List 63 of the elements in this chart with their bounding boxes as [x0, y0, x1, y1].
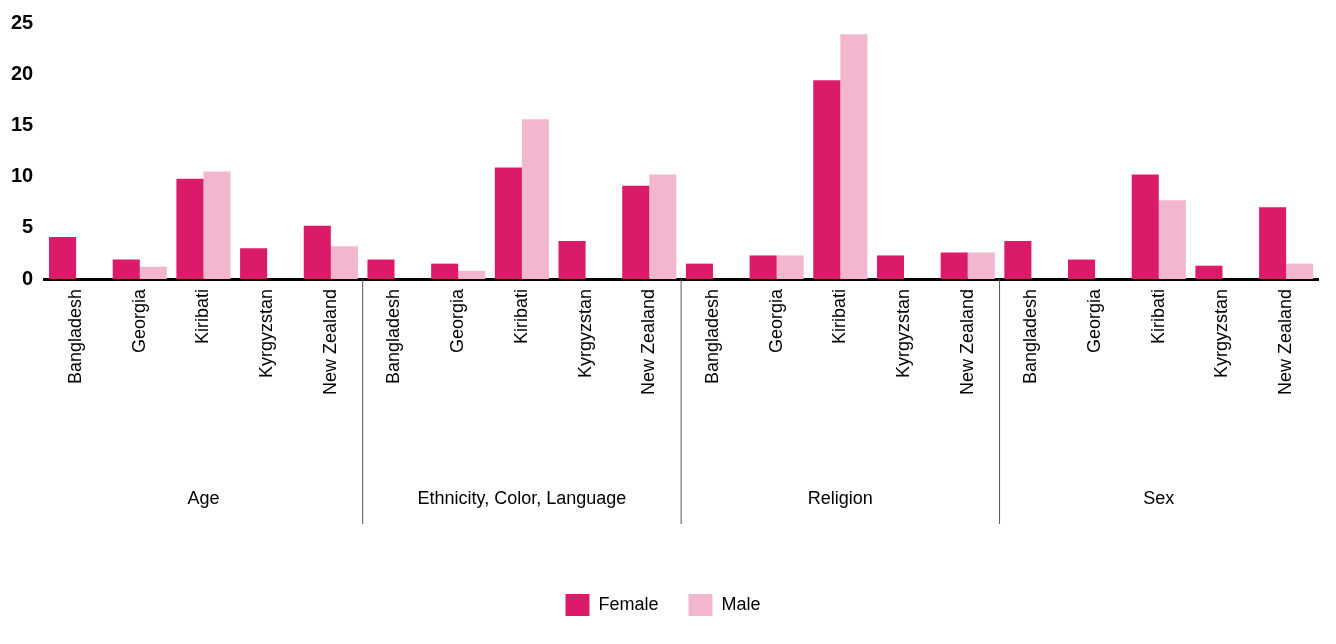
x-tick-label: Kyrgyzstan — [256, 289, 277, 379]
y-tick-label: 20 — [11, 61, 34, 84]
legend-label: Male — [721, 593, 761, 614]
bar — [1004, 241, 1032, 279]
bar — [112, 259, 140, 279]
x-tick-label: Kiribati — [510, 289, 531, 345]
y-tick-label: 10 — [11, 164, 34, 187]
x-tick-label: Georgia — [1084, 288, 1105, 354]
bar — [649, 174, 677, 279]
bar — [1259, 207, 1287, 279]
bar — [139, 266, 167, 279]
bar — [367, 259, 395, 279]
x-tick-label: Georgia — [447, 288, 468, 354]
y-tick-label: 0 — [22, 266, 34, 289]
bar — [776, 255, 804, 279]
x-tick-label: New Zealand — [319, 289, 340, 396]
bar — [967, 252, 995, 279]
bar — [840, 34, 868, 279]
x-tick-label: Georgia — [128, 288, 149, 354]
x-tick-label: Bangladesh — [383, 289, 404, 385]
bar — [303, 225, 331, 279]
bar — [622, 185, 650, 279]
bar — [330, 246, 358, 279]
text: Age — [187, 487, 220, 508]
text: Ethnicity, Color, Language — [417, 487, 627, 508]
bar — [1286, 263, 1314, 279]
bar — [176, 178, 204, 279]
x-tick-label: New Zealand — [1275, 289, 1296, 396]
bar — [558, 241, 586, 279]
x-tick-label: New Zealand — [956, 289, 977, 396]
x-tick-label: Kiribati — [829, 289, 850, 345]
legend-label: Female — [598, 593, 659, 614]
bar — [813, 80, 841, 279]
x-tick-label: Kiribati — [192, 289, 213, 345]
bar — [431, 263, 459, 279]
x-tick-label: Kyrgyzstan — [893, 289, 913, 379]
y-tick-label: 15 — [11, 112, 34, 135]
x-tick-label: Bangladesh — [65, 289, 86, 385]
bar — [1195, 265, 1223, 279]
bar — [521, 119, 549, 279]
y-tick-label: 5 — [22, 215, 34, 238]
text: Religion — [807, 487, 873, 508]
bar — [1131, 174, 1159, 279]
bar — [749, 255, 777, 279]
x-tick-label: Kyrgyzstan — [574, 289, 595, 379]
bar — [494, 167, 522, 279]
bar — [1158, 200, 1186, 279]
bar — [685, 263, 713, 279]
x-tick-label: Bangladesh — [1020, 289, 1041, 385]
x-tick-label: Bangladesh — [701, 289, 722, 385]
bar — [1068, 259, 1096, 279]
x-tick-label: Georgia — [765, 288, 786, 354]
x-tick-label: Kiribati — [1147, 289, 1168, 345]
bar — [876, 255, 905, 279]
bar — [240, 248, 268, 279]
y-tick-label: 25 — [11, 10, 34, 33]
x-tick-label: New Zealand — [638, 289, 659, 396]
bar — [940, 252, 968, 279]
bar — [458, 270, 486, 279]
bar — [49, 237, 77, 279]
text: Sex — [1143, 487, 1175, 508]
bar — [203, 171, 231, 279]
x-tick-label: Kyrgyzstan — [1211, 289, 1232, 379]
